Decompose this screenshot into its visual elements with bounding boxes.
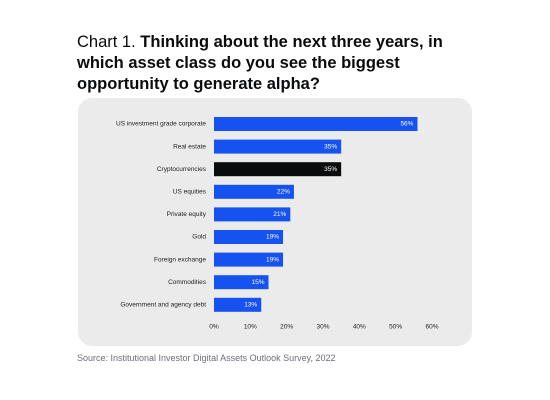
- chart-question: Thinking about the next three years, in …: [77, 33, 443, 93]
- data-label: 56%: [400, 121, 413, 128]
- bar: [214, 275, 269, 290]
- category-label: Private equity: [167, 211, 207, 218]
- x-tick-label: 10%: [244, 324, 257, 331]
- data-label: 19%: [266, 256, 279, 263]
- category-label: Cryptocurrencies: [157, 166, 207, 173]
- x-tick-label: 0%: [209, 324, 219, 331]
- x-tick-label: 50%: [389, 324, 402, 331]
- bars: [214, 117, 418, 312]
- bar: [214, 252, 284, 267]
- bar: [214, 139, 342, 154]
- category-labels: US investment grade corporate Real estate…: [116, 121, 207, 309]
- data-label: 22%: [277, 189, 290, 196]
- data-label: 35%: [324, 166, 337, 173]
- category-label: Real estate: [173, 143, 206, 150]
- data-label: 19%: [266, 234, 279, 241]
- category-label: Gold: [192, 234, 206, 241]
- chart-number: Chart 1.: [77, 33, 136, 51]
- category-label: Government and agency debt: [120, 302, 206, 309]
- bar: [214, 207, 291, 222]
- category-label: Commodities: [168, 279, 207, 286]
- data-label: 13%: [244, 302, 257, 309]
- bar: [214, 230, 284, 244]
- source-note: Source: Institutional Investor Digital A…: [77, 353, 336, 363]
- x-tick-label: 40%: [353, 324, 366, 331]
- x-axis-ticks: 0% 10% 20% 30% 40% 50% 60%: [209, 324, 438, 331]
- chart-card: [78, 98, 472, 346]
- value-labels: 56% 35% 35% 22% 21% 19% 19% 15% 13%: [244, 121, 413, 309]
- data-label: 15%: [251, 279, 264, 286]
- bar: [214, 184, 294, 199]
- x-tick-label: 30%: [316, 324, 329, 331]
- bar: [214, 297, 262, 312]
- bar: [214, 162, 342, 177]
- chart-title: Chart 1. Thinking about the next three y…: [77, 32, 477, 95]
- category-label: US equities: [173, 189, 207, 196]
- category-label: US investment grade corporate: [116, 121, 206, 128]
- data-label: 35%: [324, 143, 337, 150]
- data-label: 21%: [273, 211, 286, 218]
- x-tick-label: 20%: [280, 324, 293, 331]
- category-label: Foreign exchange: [154, 256, 206, 263]
- x-tick-label: 60%: [425, 324, 438, 331]
- bar: [214, 117, 418, 131]
